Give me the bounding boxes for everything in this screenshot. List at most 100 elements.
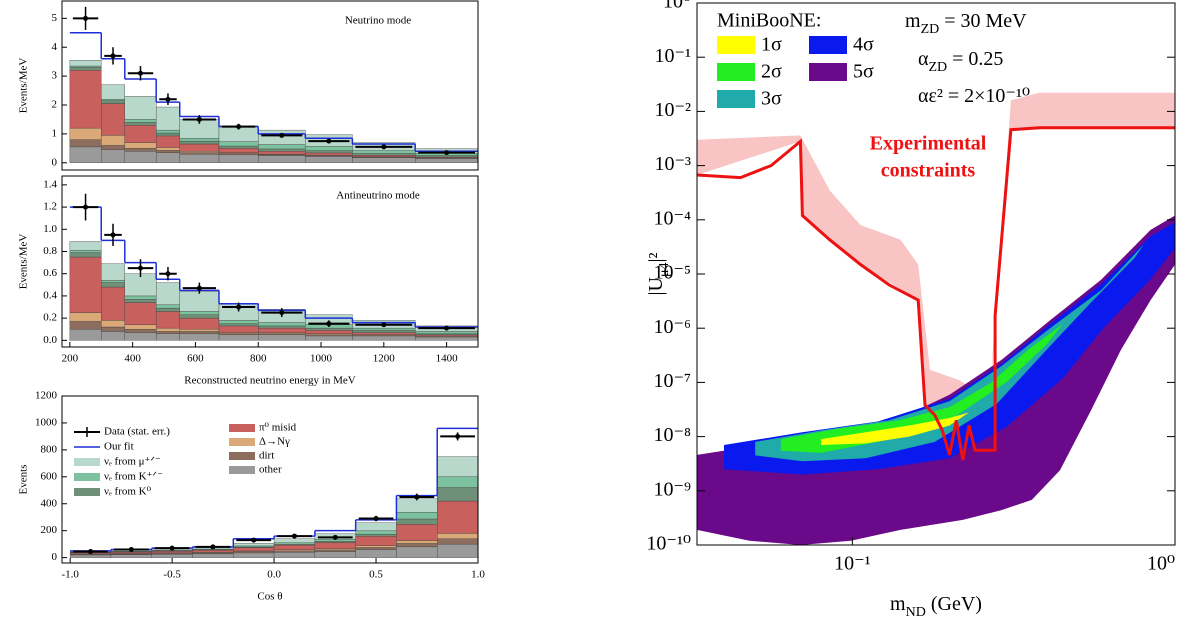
stack-segment: [273, 544, 316, 551]
data-point: [332, 534, 338, 540]
y-axis-label-sub: μ4: [657, 263, 672, 278]
stack-segment: [218, 154, 259, 163]
stack-segment: [352, 155, 416, 157]
x-axis-label-part: (GeV): [926, 593, 982, 615]
y-tick-label: 0: [52, 156, 58, 168]
stack-segment: [396, 524, 438, 541]
stack-segment: [437, 476, 479, 488]
legend-swatch: [74, 488, 100, 496]
stack-segment: [179, 329, 220, 332]
y-axis-label-part: |U: [645, 276, 667, 295]
stack-segment: [179, 151, 220, 153]
y-tick-label: 1.4: [43, 178, 57, 190]
stack-segment: [218, 334, 259, 341]
stack-segment: [352, 327, 416, 331]
legend-swatch: [229, 452, 255, 460]
data-point: [251, 537, 257, 543]
stack-segment: [305, 150, 353, 154]
stack-segment: [101, 320, 125, 328]
legend-label: Δ→Nγ: [259, 436, 290, 448]
constraint-label: Experimental: [870, 133, 987, 155]
stack-segment: [179, 311, 220, 315]
stack-segment: [155, 333, 180, 341]
legend-swatch: [229, 466, 255, 474]
x-axis-label-part: m: [890, 593, 906, 615]
stack-segment: [352, 157, 416, 163]
stack-segment: [352, 330, 416, 333]
stack-segment: [192, 550, 234, 553]
stack-segment: [155, 129, 180, 134]
stack-segment: [218, 325, 259, 333]
data-point: [196, 285, 202, 291]
panel-title: Antineutrino mode: [336, 190, 420, 202]
x-tick-label: 0.0: [267, 569, 281, 581]
y-tick-label: 10⁻⁵: [653, 262, 691, 284]
data-point: [381, 322, 387, 328]
stack-segment: [305, 152, 353, 156]
data-point: [279, 132, 285, 138]
stack-segment: [179, 153, 220, 163]
x-tick-label: 1200: [373, 353, 396, 365]
stack-segment: [124, 151, 157, 163]
y-tick-label: 10⁻⁷: [653, 370, 691, 392]
y-axis-label: Events: [18, 465, 30, 495]
stack-segment: [101, 145, 125, 150]
stack-segment: [69, 127, 102, 140]
stack-segment: [69, 252, 102, 258]
stack-segment: [273, 550, 316, 553]
x-tick-label: 10⁰: [1147, 553, 1175, 575]
data-point: [414, 494, 420, 500]
panel-title: Neutrino mode: [345, 15, 411, 27]
stack-segment: [124, 299, 157, 303]
stack-segment: [101, 286, 125, 321]
stack-segment: [69, 146, 102, 163]
data-point: [326, 138, 332, 144]
y-tick-label: 400: [41, 497, 58, 509]
stack-segment: [124, 295, 157, 300]
data-point: [165, 271, 171, 277]
stack-segment: [305, 156, 353, 163]
stack-segment: [124, 125, 157, 143]
stack-segment: [69, 250, 102, 253]
x-tick-label: 10⁻¹: [834, 553, 871, 575]
stack-segment: [124, 96, 157, 120]
data-point: [128, 547, 134, 553]
stack-segment: [69, 70, 102, 129]
stack-segment: [396, 540, 438, 544]
legend-label: π⁰ misid: [259, 422, 297, 434]
legend-label: νₑ from μ⁺ᐟ⁻: [104, 456, 161, 468]
stack-segment: [355, 535, 397, 546]
stack-segment: [69, 65, 102, 68]
data-point: [83, 15, 89, 21]
stack-segment: [101, 103, 125, 136]
stack-segment: [179, 331, 220, 334]
stack-segment: [124, 332, 157, 341]
stack-segment: [415, 331, 479, 334]
y-tick-label: 1: [52, 127, 58, 139]
y-tick-label: 10⁻³: [654, 153, 691, 175]
stack-segment: [101, 135, 125, 146]
stack-segment: [155, 135, 180, 148]
stack-segment: [155, 311, 180, 329]
y-tick-label: 10⁻⁸: [653, 424, 691, 446]
data-point: [137, 265, 143, 271]
legend-label: 5σ: [853, 61, 874, 83]
stack-segment: [314, 540, 356, 543]
x-tick-label: 1400: [436, 353, 459, 365]
stack-segment: [314, 548, 356, 551]
data-point: [381, 144, 387, 150]
x-axis-label-sub: ND: [906, 605, 926, 620]
y-tick-label: 600: [41, 470, 58, 482]
stack-segment: [258, 322, 306, 327]
annotation-part: = 0.25: [947, 48, 1003, 70]
y-tick-label: 10⁻⁶: [653, 316, 691, 338]
stack-segment: [396, 546, 438, 558]
stack-segment: [258, 151, 306, 155]
data-point: [83, 204, 89, 210]
legend-title: MiniBooNE:: [717, 10, 821, 32]
stack-segment: [355, 533, 397, 537]
data-point: [444, 325, 450, 331]
stack-segment: [110, 552, 152, 554]
annotation-part: αε² = 2×10⁻¹⁰: [918, 85, 1030, 107]
stack-segment: [218, 141, 259, 147]
